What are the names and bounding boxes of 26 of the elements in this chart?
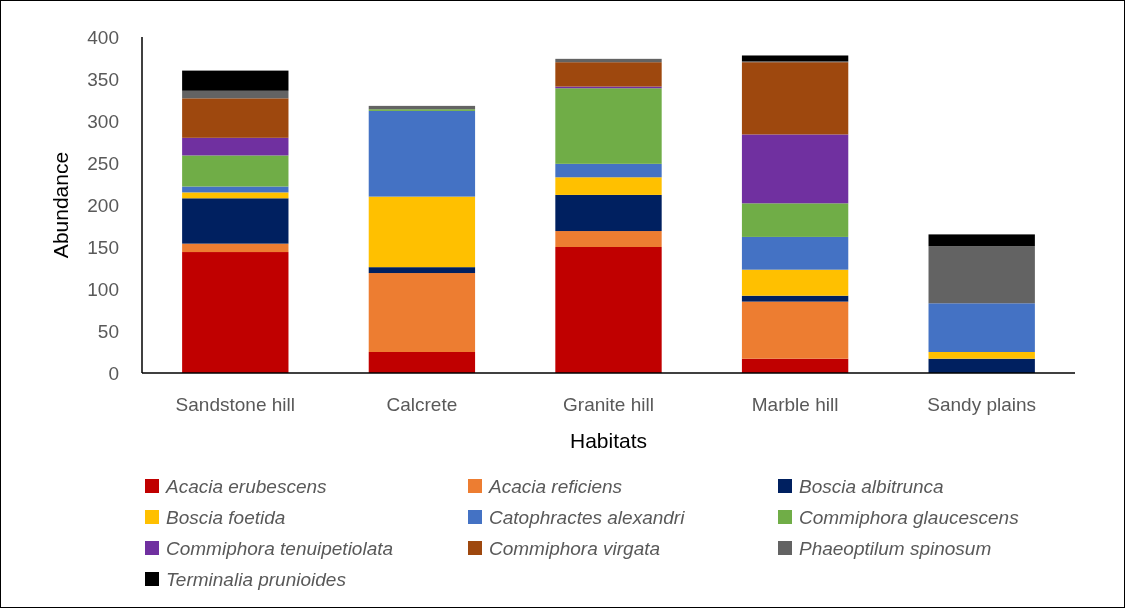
y-tick-label: 250 <box>87 152 119 174</box>
legend-label: Commiphora glaucescens <box>799 506 1020 528</box>
legend-label: Commiphora virgata <box>489 537 661 559</box>
legend-label: Commiphora tenuipetiolata <box>166 537 394 559</box>
x-tick-label: Marble hill <box>751 394 839 415</box>
y-tick-label: 0 <box>108 362 119 384</box>
legend-label: Acacia reficiens <box>488 475 623 497</box>
x-tick-label: Calcrete <box>386 394 458 415</box>
y-tick-label: 400 <box>87 26 119 48</box>
legend-label: Terminalia prunioides <box>166 568 347 590</box>
x-axis-title: Habitats <box>569 429 648 452</box>
y-tick-label: 300 <box>87 110 119 132</box>
y-tick-label: 50 <box>97 320 119 342</box>
y-tick-label: 100 <box>87 278 119 300</box>
legend-label: Catophractes alexandri <box>489 506 686 528</box>
y-axis-title: Abundance <box>49 151 72 259</box>
x-tick-label: Sandy plains <box>927 394 1037 415</box>
x-tick-label: Granite hill <box>563 394 654 415</box>
x-tick-label: Sandstone hill <box>175 394 295 415</box>
y-tick-label: 150 <box>87 236 119 258</box>
legend-label: Phaeoptilum spinosum <box>799 537 992 559</box>
y-tick-label: 350 <box>87 68 119 90</box>
legend-label: Acacia erubescens <box>165 475 328 497</box>
legend-label: Boscia foetida <box>166 506 286 528</box>
y-tick-label: 200 <box>87 194 119 216</box>
legend-label: Boscia albitrunca <box>799 475 944 497</box>
